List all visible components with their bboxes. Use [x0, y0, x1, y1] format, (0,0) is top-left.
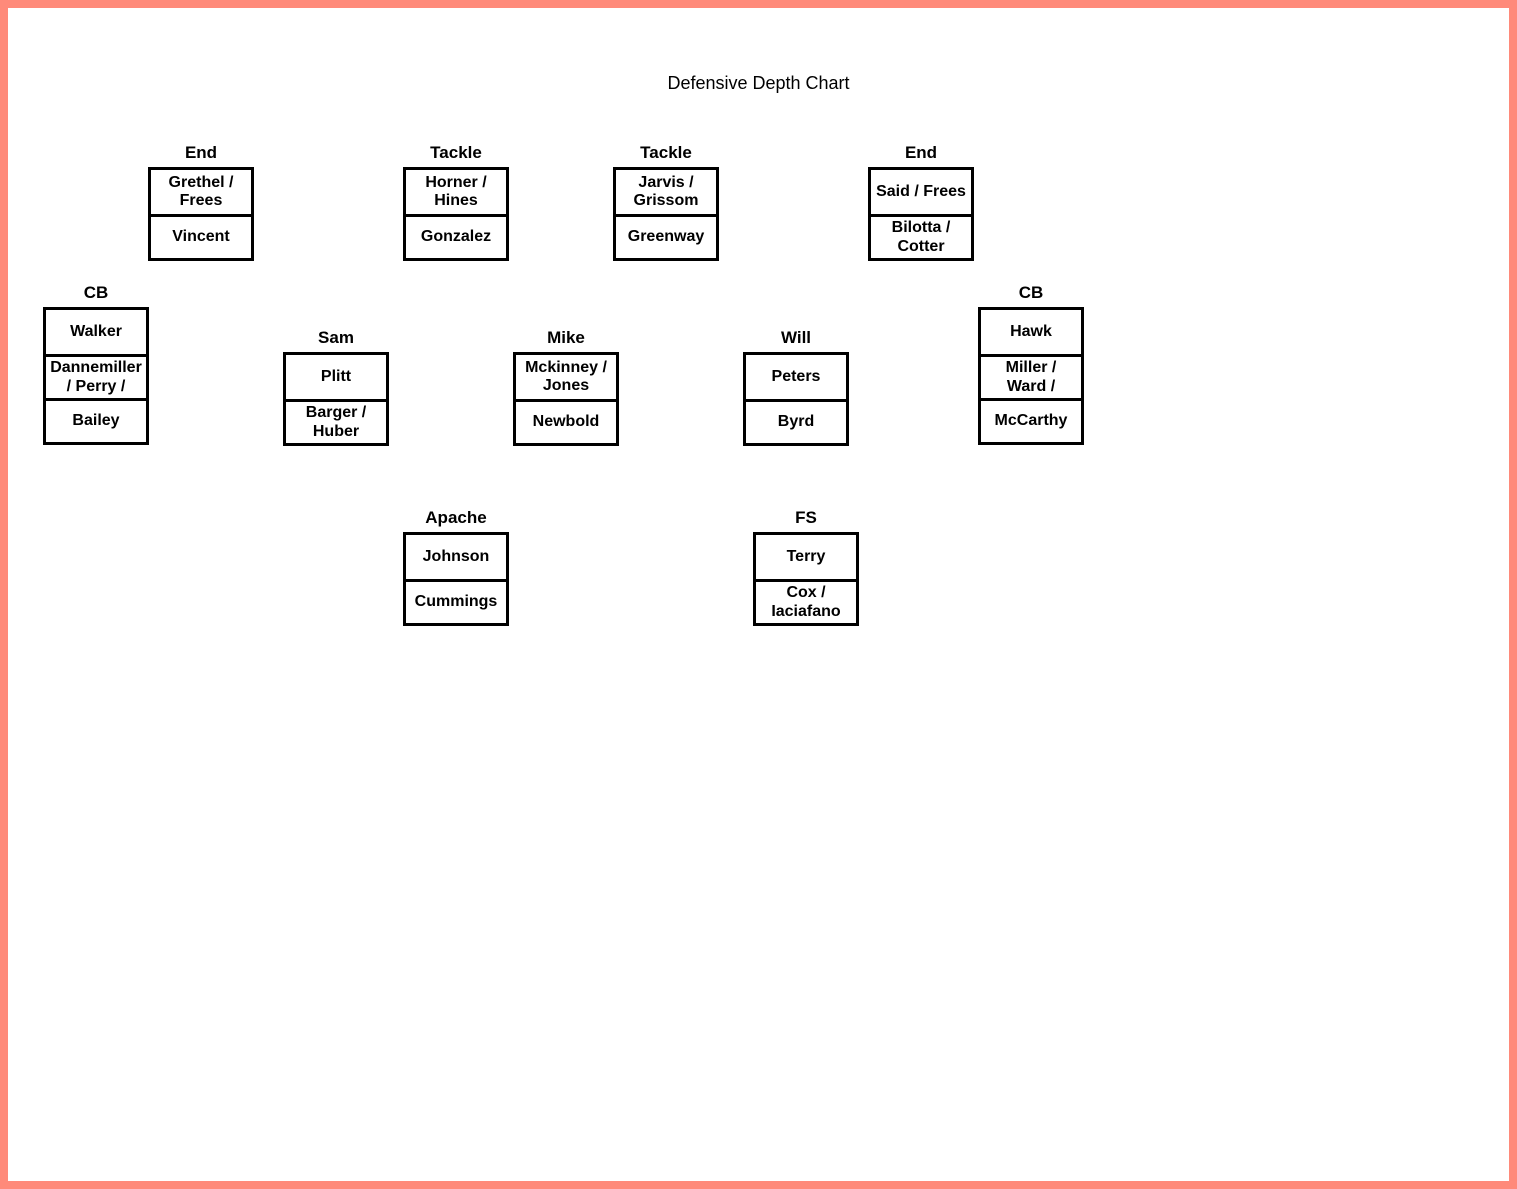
- position-label: Tackle: [403, 143, 509, 163]
- depth-cell: Mckinney / Jones: [516, 355, 616, 399]
- depth-cell: Vincent: [151, 214, 251, 258]
- depth-cell: Terry: [756, 535, 856, 579]
- depth-cell: Peters: [746, 355, 846, 399]
- depth-cell: Hawk: [981, 310, 1081, 354]
- position-label: CB: [43, 283, 149, 303]
- depth-cell: Cummings: [406, 579, 506, 623]
- position-tackle-right: Tackle Jarvis / GrissomGreenway: [613, 143, 719, 261]
- position-cb-right: CB HawkMiller / Ward /McCarthy: [978, 283, 1084, 445]
- position-mike: Mike Mckinney / JonesNewbold: [513, 328, 619, 446]
- depth-cell: Horner / Hines: [406, 170, 506, 214]
- position-label: Tackle: [613, 143, 719, 163]
- position-cb-left: CB WalkerDannemiller / Perry /Bailey: [43, 283, 149, 445]
- depth-cell: Newbold: [516, 399, 616, 443]
- position-cells: HawkMiller / Ward /McCarthy: [978, 307, 1084, 445]
- position-label: Mike: [513, 328, 619, 348]
- position-cells: Jarvis / GrissomGreenway: [613, 167, 719, 261]
- position-will: Will PetersByrd: [743, 328, 849, 446]
- page-title: Defensive Depth Chart: [8, 73, 1509, 94]
- position-end-right: End Said / FreesBilotta / Cotter: [868, 143, 974, 261]
- position-label: CB: [978, 283, 1084, 303]
- depth-cell: Plitt: [286, 355, 386, 399]
- position-cells: Grethel / FreesVincent: [148, 167, 254, 261]
- position-cells: Horner / HinesGonzalez: [403, 167, 509, 261]
- position-apache: Apache JohnsonCummings: [403, 508, 509, 626]
- position-label: Apache: [403, 508, 509, 528]
- position-cells: PlittBarger / Huber: [283, 352, 389, 446]
- position-cells: JohnsonCummings: [403, 532, 509, 626]
- position-cells: PetersByrd: [743, 352, 849, 446]
- depth-cell: Byrd: [746, 399, 846, 443]
- position-label: FS: [753, 508, 859, 528]
- position-tackle-left: Tackle Horner / HinesGonzalez: [403, 143, 509, 261]
- chart-frame: Defensive Depth Chart End Grethel / Frees…: [0, 0, 1517, 1189]
- depth-cell: Barger / Huber: [286, 399, 386, 443]
- depth-cell: Jarvis / Grissom: [616, 170, 716, 214]
- position-cells: WalkerDannemiller / Perry /Bailey: [43, 307, 149, 445]
- depth-cell: Cox / Iaciafano: [756, 579, 856, 623]
- position-fs: FS TerryCox / Iaciafano: [753, 508, 859, 626]
- position-label: Will: [743, 328, 849, 348]
- depth-cell: Grethel / Frees: [151, 170, 251, 214]
- position-cells: Mckinney / JonesNewbold: [513, 352, 619, 446]
- depth-cell: Dannemiller / Perry /: [46, 354, 146, 398]
- position-label: Sam: [283, 328, 389, 348]
- depth-cell: Said / Frees: [871, 170, 971, 214]
- depth-cell: Miller / Ward /: [981, 354, 1081, 398]
- position-cells: TerryCox / Iaciafano: [753, 532, 859, 626]
- position-label: End: [868, 143, 974, 163]
- position-label: End: [148, 143, 254, 163]
- position-sam: Sam PlittBarger / Huber: [283, 328, 389, 446]
- depth-cell: Greenway: [616, 214, 716, 258]
- depth-cell: Johnson: [406, 535, 506, 579]
- depth-cell: McCarthy: [981, 398, 1081, 442]
- position-cells: Said / FreesBilotta / Cotter: [868, 167, 974, 261]
- depth-cell: Bilotta / Cotter: [871, 214, 971, 258]
- depth-cell: Walker: [46, 310, 146, 354]
- depth-cell: Gonzalez: [406, 214, 506, 258]
- depth-cell: Bailey: [46, 398, 146, 442]
- position-end-left: End Grethel / FreesVincent: [148, 143, 254, 261]
